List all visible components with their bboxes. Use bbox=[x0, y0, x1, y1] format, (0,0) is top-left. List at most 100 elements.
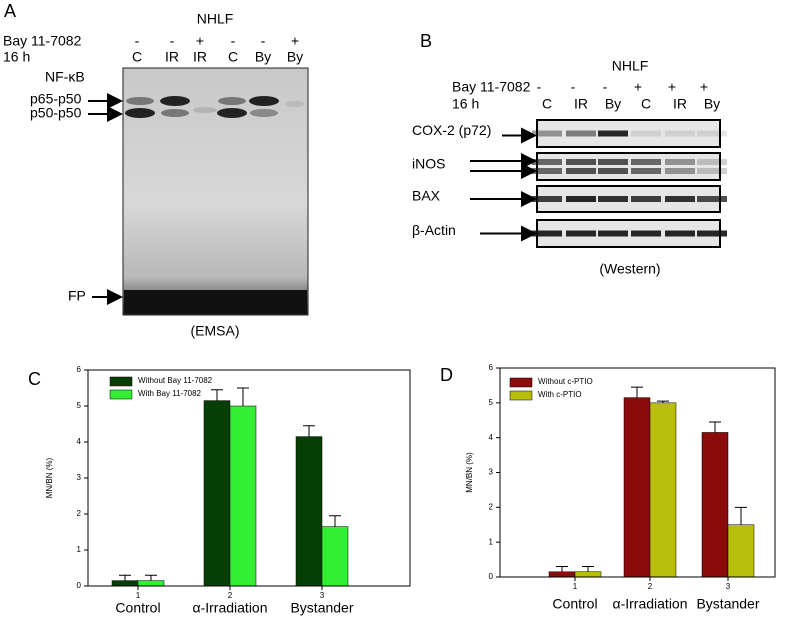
treatment-sign: - bbox=[603, 79, 608, 95]
error-bar bbox=[582, 566, 594, 572]
bar bbox=[701, 432, 729, 578]
x-tick-label: 1 bbox=[136, 591, 141, 600]
error-bar bbox=[237, 387, 249, 406]
error-bar bbox=[735, 506, 747, 525]
treatment-sign: - bbox=[571, 79, 576, 95]
blot-band bbox=[631, 159, 661, 165]
row-label: 16 h bbox=[452, 96, 479, 112]
blot-band bbox=[532, 130, 562, 137]
panel-title: NHLF bbox=[197, 11, 234, 27]
bar bbox=[137, 580, 165, 587]
blot-band bbox=[532, 230, 562, 237]
legend-swatch bbox=[509, 390, 533, 401]
error-bar bbox=[329, 515, 341, 527]
x-tick-label: 3 bbox=[726, 582, 731, 591]
blot-band bbox=[566, 130, 596, 137]
bar bbox=[548, 571, 576, 578]
y-tick-label: 0 bbox=[489, 572, 494, 581]
lane-label: IR bbox=[193, 49, 207, 65]
y-tick-label: 3 bbox=[489, 468, 494, 477]
blot-band bbox=[665, 159, 695, 165]
plot-frame bbox=[87, 369, 411, 587]
blot-band bbox=[697, 159, 727, 165]
bar bbox=[111, 580, 139, 587]
plot-frame bbox=[499, 367, 776, 578]
y-tick-label: 3 bbox=[77, 473, 82, 482]
y-tick-label: 1 bbox=[489, 537, 494, 546]
panel-letter: A bbox=[4, 1, 16, 21]
blot-band bbox=[598, 230, 628, 237]
error-bar bbox=[709, 421, 721, 433]
error-bar bbox=[303, 425, 315, 437]
group-label: Control bbox=[552, 596, 597, 612]
panel-letter: C bbox=[28, 369, 41, 389]
x-tick-label: 2 bbox=[648, 582, 653, 591]
blot-band bbox=[665, 130, 695, 137]
bar bbox=[727, 524, 755, 578]
blot-band bbox=[598, 130, 628, 137]
blot-band bbox=[532, 196, 562, 202]
blot-label: BAX bbox=[412, 188, 441, 204]
legend-label: Without Bay 11-7082 bbox=[138, 376, 213, 385]
bar bbox=[649, 402, 677, 578]
x-tick-label: 2 bbox=[228, 591, 233, 600]
blot-band bbox=[665, 196, 695, 202]
group-label: Control bbox=[115, 600, 160, 616]
y-tick-label: 2 bbox=[489, 502, 494, 511]
blot-band bbox=[566, 196, 596, 202]
error-bar bbox=[119, 574, 131, 581]
row-label: 16 h bbox=[3, 49, 30, 65]
bar bbox=[623, 397, 651, 578]
panel-title: NHLF bbox=[612, 58, 649, 74]
y-tick-label: 4 bbox=[489, 433, 494, 442]
legend-swatch bbox=[109, 389, 133, 400]
blot-band bbox=[566, 230, 596, 237]
treatment-sign: - bbox=[135, 33, 140, 49]
lane-label: C bbox=[228, 49, 238, 65]
lane-label: By bbox=[255, 49, 271, 65]
error-bar bbox=[211, 389, 223, 401]
legend-label: With Bay 11-7082 bbox=[138, 389, 202, 398]
group-label: Bystander bbox=[696, 596, 759, 612]
blot-band bbox=[665, 168, 695, 174]
blot-band bbox=[697, 230, 727, 237]
lane-label: C bbox=[641, 96, 651, 112]
x-tick-label: 1 bbox=[573, 582, 578, 591]
treatment-sign: - bbox=[261, 33, 266, 49]
y-axis-label: MN/BN (%) bbox=[45, 457, 54, 498]
lane-label: C bbox=[132, 49, 142, 65]
treatment-sign: + bbox=[668, 79, 676, 95]
blot-label: β-Actin bbox=[412, 222, 456, 238]
error-bar bbox=[657, 400, 669, 403]
probe-label: FP bbox=[68, 288, 86, 304]
error-bar bbox=[145, 574, 157, 581]
blot-band bbox=[697, 196, 727, 202]
y-tick-label: 4 bbox=[77, 437, 82, 446]
band-label: p50-p50 bbox=[30, 105, 82, 121]
blot-label: iNOS bbox=[412, 156, 445, 172]
error-bar bbox=[631, 386, 643, 398]
blot-band bbox=[566, 168, 596, 174]
blot-band bbox=[665, 230, 695, 237]
blot-label: COX-2 (p72) bbox=[412, 122, 491, 138]
y-tick-label: 2 bbox=[77, 509, 82, 518]
legend-swatch bbox=[109, 376, 133, 387]
group-label: α-Irradiation bbox=[192, 600, 267, 616]
gel-bands bbox=[124, 96, 307, 314]
blot-band bbox=[697, 168, 727, 174]
treatment-sign: + bbox=[196, 33, 204, 49]
y-tick-label: 5 bbox=[489, 398, 494, 407]
blot-band bbox=[631, 196, 661, 202]
blot-band bbox=[598, 196, 628, 202]
blot-band bbox=[532, 159, 562, 165]
y-tick-label: 1 bbox=[77, 545, 82, 554]
x-tick-label: 3 bbox=[320, 591, 325, 600]
assay-label: (Western) bbox=[599, 261, 660, 277]
assay-label: (EMSA) bbox=[191, 323, 240, 339]
y-tick-label: 6 bbox=[77, 365, 82, 374]
treatment-sign: - bbox=[537, 79, 542, 95]
y-axis-label: MN/BN (%) bbox=[465, 452, 474, 493]
blot-band bbox=[566, 159, 596, 165]
blot-band bbox=[697, 130, 727, 137]
bar bbox=[574, 571, 602, 578]
